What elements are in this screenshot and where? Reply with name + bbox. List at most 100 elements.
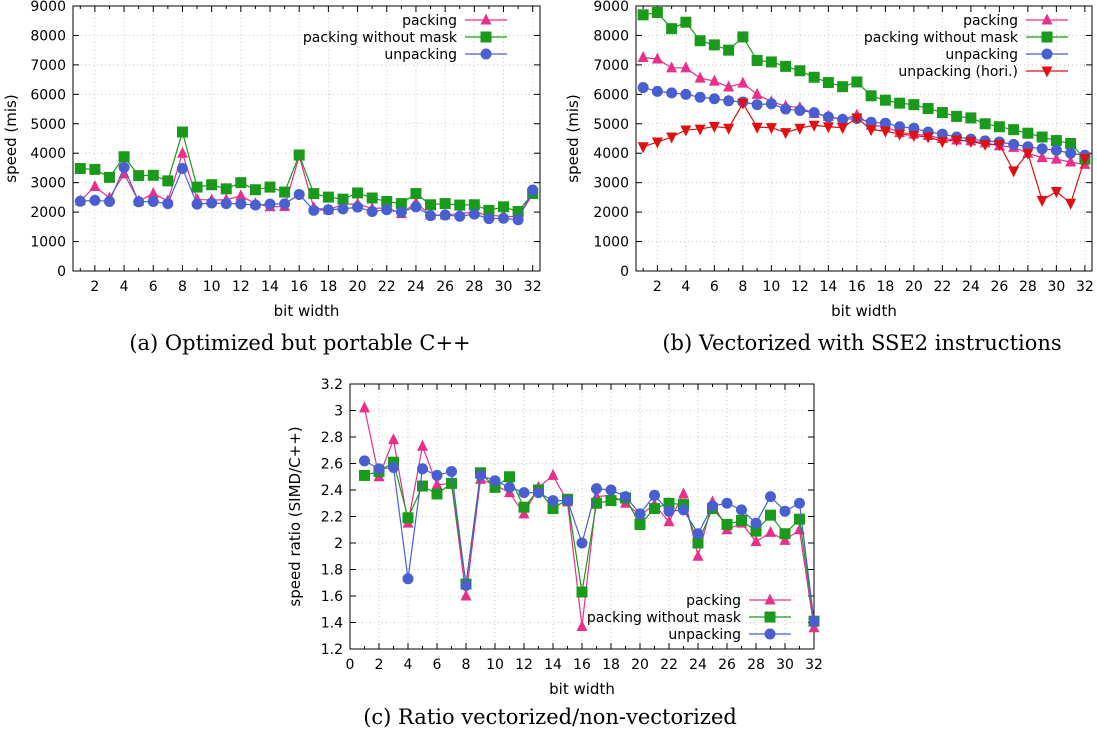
x-tick-label: 18 bbox=[319, 279, 337, 295]
data-point bbox=[737, 31, 749, 43]
data-point bbox=[794, 497, 805, 509]
data-point bbox=[721, 518, 733, 530]
data-point bbox=[417, 439, 428, 451]
x-tick-label: 2 bbox=[90, 279, 99, 295]
data-point bbox=[591, 497, 602, 509]
data-point bbox=[779, 533, 791, 545]
data-point bbox=[605, 484, 617, 496]
data-point bbox=[468, 199, 480, 211]
data-point bbox=[249, 199, 261, 211]
data-point bbox=[721, 497, 733, 509]
data-point bbox=[822, 77, 834, 89]
data-point bbox=[512, 206, 524, 218]
data-point bbox=[547, 468, 559, 480]
y-tick-label: 2.6 bbox=[321, 457, 343, 473]
y-tick-label: 6000 bbox=[593, 87, 629, 103]
data-point bbox=[651, 85, 663, 97]
series-line bbox=[364, 461, 815, 622]
y-tick-label: 7000 bbox=[30, 58, 66, 74]
data-point bbox=[663, 497, 675, 509]
x-tick-label: 32 bbox=[805, 657, 823, 673]
legend-label: unpacking bbox=[384, 47, 457, 63]
x-tick-label: 18 bbox=[602, 657, 620, 673]
data-point bbox=[133, 170, 145, 182]
y-tick-label: 1000 bbox=[593, 235, 629, 251]
data-point bbox=[518, 501, 530, 513]
data-point bbox=[680, 61, 692, 73]
data-point bbox=[1065, 155, 1077, 167]
data-point bbox=[736, 514, 747, 526]
data-point bbox=[634, 518, 646, 530]
y-tick-label: 2000 bbox=[30, 205, 66, 221]
data-point bbox=[562, 495, 573, 507]
data-point bbox=[264, 198, 276, 210]
y-tick-label: 1.4 bbox=[321, 616, 343, 632]
data-point bbox=[74, 195, 86, 207]
series-unpacking bbox=[74, 161, 539, 226]
data-point bbox=[692, 537, 704, 549]
data-point bbox=[395, 198, 407, 210]
data-point bbox=[794, 123, 806, 135]
data-point bbox=[381, 204, 393, 216]
data-point bbox=[118, 151, 130, 163]
data-point bbox=[1036, 195, 1048, 207]
y-tick-label: 3000 bbox=[593, 176, 629, 192]
data-point bbox=[666, 87, 678, 99]
data-point bbox=[894, 129, 906, 141]
data-point bbox=[879, 94, 891, 106]
data-point bbox=[765, 56, 777, 68]
legend-label: packing without mask bbox=[587, 610, 742, 626]
data-point bbox=[779, 528, 791, 540]
data-point bbox=[176, 126, 188, 138]
data-point bbox=[979, 139, 991, 151]
data-point bbox=[736, 504, 747, 516]
data-point bbox=[750, 525, 762, 537]
data-point bbox=[489, 475, 501, 487]
data-point bbox=[504, 471, 515, 483]
legend-swatch-marker bbox=[1041, 48, 1053, 60]
data-point bbox=[680, 125, 692, 137]
data-point bbox=[162, 175, 174, 187]
data-point bbox=[425, 210, 437, 222]
x-tick-label: 12 bbox=[232, 279, 250, 295]
x-tick-label: 2 bbox=[375, 657, 384, 673]
x-tick-label: 12 bbox=[791, 279, 809, 295]
data-point bbox=[936, 107, 948, 119]
data-point bbox=[264, 181, 276, 193]
data-point bbox=[504, 481, 515, 493]
x-axis-label: bit width bbox=[549, 680, 615, 698]
data-point bbox=[483, 204, 495, 216]
series-packing bbox=[74, 146, 539, 222]
x-tick-label: 10 bbox=[203, 279, 221, 295]
x-axis-label: bit width bbox=[274, 302, 340, 320]
data-point bbox=[680, 16, 692, 28]
data-point bbox=[936, 136, 948, 148]
data-point bbox=[249, 184, 261, 196]
legend-swatch-marker bbox=[1041, 66, 1053, 78]
x-tick-label: 8 bbox=[462, 657, 471, 673]
data-point bbox=[779, 505, 791, 517]
data-point bbox=[147, 169, 159, 181]
data-point bbox=[751, 87, 763, 99]
data-point bbox=[425, 199, 437, 211]
data-point bbox=[922, 102, 934, 114]
data-point bbox=[352, 201, 364, 213]
legend-swatch-marker bbox=[480, 48, 492, 60]
data-point bbox=[708, 121, 720, 133]
data-point bbox=[765, 98, 777, 110]
y-tick-label: 3.2 bbox=[321, 377, 343, 393]
data-point bbox=[1050, 187, 1062, 198]
data-point bbox=[454, 199, 466, 211]
data-point bbox=[678, 487, 689, 499]
x-tick-label: 4 bbox=[404, 657, 413, 673]
data-point bbox=[951, 135, 963, 147]
data-point bbox=[402, 512, 414, 524]
y-axis-label: speed (mis) bbox=[2, 94, 20, 182]
x-tick-label: 16 bbox=[573, 657, 591, 673]
data-point bbox=[822, 111, 834, 123]
data-point bbox=[308, 188, 320, 200]
x-tick-label: 8 bbox=[178, 279, 187, 295]
data-point bbox=[837, 123, 849, 135]
x-tick-label: 28 bbox=[1019, 279, 1037, 295]
